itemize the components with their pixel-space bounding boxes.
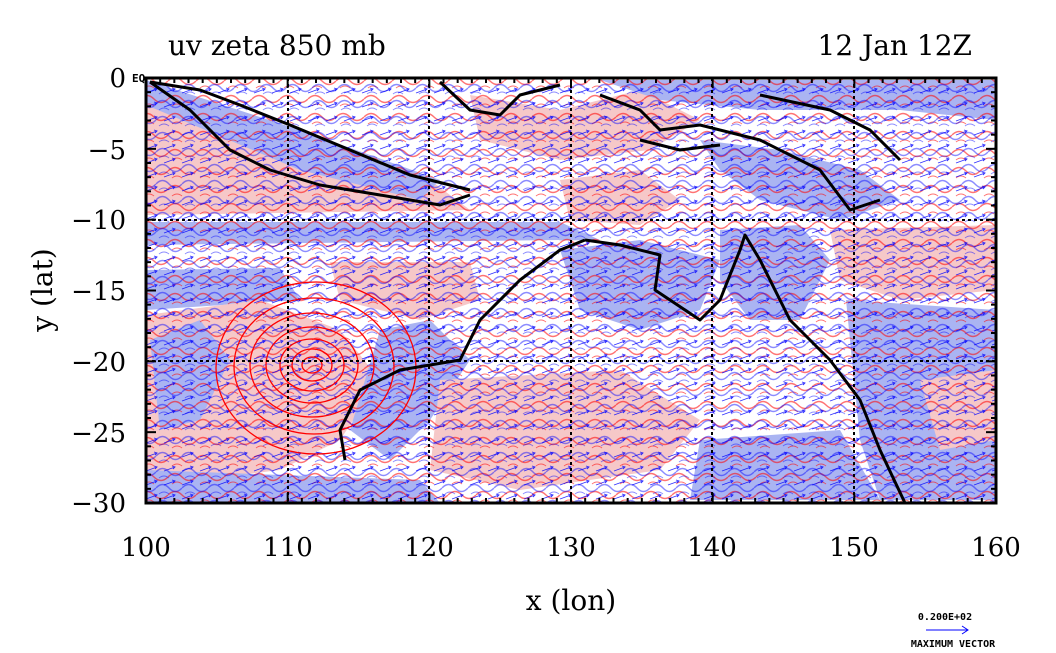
- axis-ticks: [145, 77, 997, 504]
- vector-legend-value: 0.200E+02: [918, 612, 972, 623]
- y-tick-label: −20: [71, 348, 126, 378]
- vector-legend-label: MAXIMUM VECTOR: [911, 639, 996, 650]
- y-tick-labels: 0 −5 −10 −15 −20 −25 −30: [71, 64, 126, 519]
- x-tick-label: 100: [121, 533, 171, 563]
- y-tick-label: −30: [71, 489, 126, 519]
- x-tick-label: 130: [546, 533, 596, 563]
- y-tick-label: −10: [71, 206, 126, 236]
- y-tick-label: −15: [71, 277, 126, 307]
- x-tick-label: 140: [687, 533, 737, 563]
- x-tick-labels: 100 110 120 130 140 150 160: [121, 533, 1021, 563]
- y-tick-label: −25: [71, 419, 126, 449]
- y-axis-label: y (lat): [26, 248, 59, 332]
- x-tick-label: 110: [263, 533, 313, 563]
- y-tick-label: −5: [88, 136, 126, 166]
- coastlines: [149, 80, 907, 503]
- vector-legend: 0.200E+02 MAXIMUM VECTOR: [911, 612, 996, 650]
- graticule: [146, 78, 996, 503]
- x-tick-label: 150: [829, 533, 879, 563]
- map-title: uv zeta 850 mb: [168, 29, 386, 62]
- x-tick-label: 120: [404, 533, 454, 563]
- equator-label: EQ: [132, 72, 146, 85]
- map-timestamp: 12 Jan 12Z: [818, 29, 972, 62]
- x-tick-label: 160: [971, 533, 1021, 563]
- vector-legend-arrow-icon: [926, 625, 969, 635]
- y-tick-label: 0: [109, 64, 126, 94]
- x-axis-label: x (lon): [526, 584, 616, 617]
